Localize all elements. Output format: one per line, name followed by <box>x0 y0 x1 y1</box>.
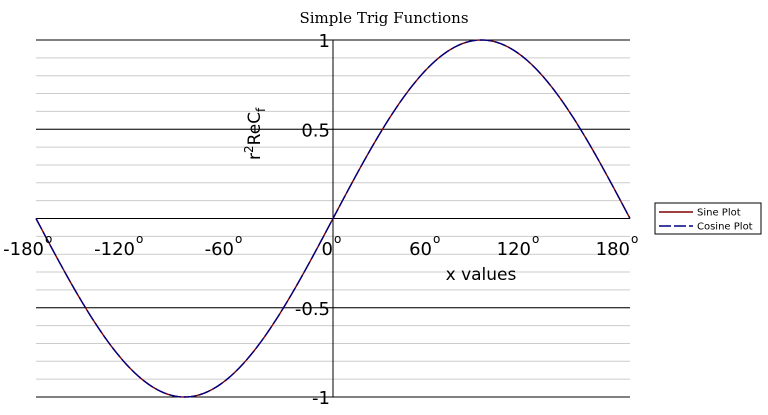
series-line-sine <box>35 39 631 398</box>
x-tick-label: -120 o <box>94 232 143 260</box>
x-tick-label: 60 o <box>409 232 440 260</box>
x-tick-label: 180 o <box>596 232 639 260</box>
legend-label-cosine: Cosine Plot <box>697 222 753 233</box>
y-tick-label: -1 <box>312 388 330 409</box>
x-tick-degree: o <box>45 232 52 246</box>
y-axis-label-sup: 2 <box>242 145 256 153</box>
x-tick-text: -180 <box>3 239 44 260</box>
y-axis-label-rest: ReC <box>245 112 265 145</box>
y-axis-label-sub: f <box>254 107 268 112</box>
legend-label-sine: Sine Plot <box>697 208 741 219</box>
x-tick-text: 0 <box>322 239 333 260</box>
x-tick-degree: o <box>235 232 242 246</box>
legend: Sine Plot Cosine Plot <box>654 202 762 235</box>
x-tick-label: -60 o <box>205 232 243 260</box>
y-tick-label: 0.5 <box>301 120 330 141</box>
y-axis-label: r2ReCf <box>242 107 268 160</box>
x-tick-degree: o <box>136 232 143 246</box>
x-tick-degree: o <box>532 232 539 246</box>
legend-box <box>654 202 762 235</box>
chart-title: Simple Trig Functions <box>299 9 468 27</box>
x-tick-text: -120 <box>94 239 135 260</box>
x-tick-label: 120 o <box>497 232 540 260</box>
y-tick-labels: 1 0.5 -0.5 -1 <box>295 31 330 409</box>
y-tick-label: 1 <box>319 31 330 52</box>
x-tick-text: 60 <box>409 239 432 260</box>
y-axis-label-main: r <box>245 153 265 160</box>
y-tick-label: -0.5 <box>295 299 330 320</box>
x-tick-text: 120 <box>497 239 531 260</box>
x-tick-degree: o <box>433 232 440 246</box>
x-axis-label: x values <box>446 265 517 285</box>
series-layer <box>35 39 631 398</box>
x-tick-label: -180 o <box>3 232 52 260</box>
x-tick-degree: o <box>631 232 638 246</box>
x-tick-text: -60 <box>205 239 234 260</box>
x-tick-text: 180 <box>596 239 630 260</box>
svg-text:r2ReCf: r2ReCf <box>242 107 268 160</box>
x-tick-degree: o <box>334 232 341 246</box>
x-tick-labels: -180 o -120 o -60 o 0 o 60 o 120 o 180 o <box>3 232 638 260</box>
